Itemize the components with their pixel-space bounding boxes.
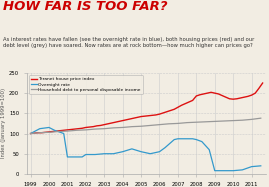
- Text: HOW FAR IS TOO FAR?: HOW FAR IS TOO FAR?: [3, 0, 167, 13]
- Legend: Teranet house price index, Overnight rate, Household debt to personal disposable: Teranet house price index, Overnight rat…: [29, 75, 143, 94]
- Y-axis label: Index (January 1999=100): Index (January 1999=100): [1, 88, 6, 158]
- Text: As interest rates have fallen (see the overnight rate in blue), both housing pri: As interest rates have fallen (see the o…: [3, 37, 254, 48]
